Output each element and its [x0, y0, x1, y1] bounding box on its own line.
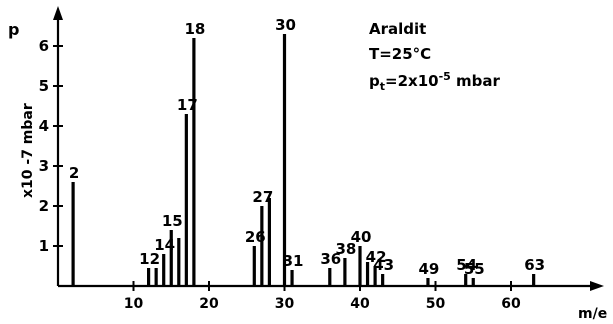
- axes: [53, 6, 604, 291]
- peak-label-2: 2: [69, 164, 79, 182]
- annotation-temperature: T=25°C: [369, 45, 432, 63]
- y-axis-arrow: [53, 6, 63, 20]
- peak-label-55: 55: [464, 260, 485, 278]
- peak-label-43: 43: [373, 256, 394, 274]
- x-tick-label: 10: [124, 296, 144, 312]
- x-tick-label: 30: [275, 296, 295, 312]
- x-tick-label: 50: [426, 296, 446, 312]
- y-unit-label: x10 -7 mbar: [20, 103, 36, 198]
- peak-bars: [71, 34, 536, 286]
- y-tick-label: 4: [39, 117, 49, 135]
- pressure-symbol: p: [369, 72, 380, 90]
- x-axis-label: m/e: [578, 306, 607, 322]
- peak-label-40: 40: [351, 228, 372, 246]
- annotation-sample: Araldit: [369, 20, 427, 38]
- peak-label-12: 12: [139, 250, 160, 268]
- peak-label-63: 63: [524, 256, 545, 274]
- pressure-unit: mbar: [450, 72, 500, 90]
- peak-label-54: 54: [456, 256, 477, 274]
- peak-label-14: 14: [154, 236, 175, 254]
- peak-label-30: 30: [275, 16, 296, 34]
- y-axis-label: p: [8, 20, 19, 39]
- peak-label-42: 42: [366, 248, 387, 266]
- peak-label-26: 26: [245, 228, 266, 246]
- pressure-value: =2x10: [385, 72, 439, 90]
- x-axis-arrow: [590, 281, 604, 291]
- peak-label-49: 49: [419, 260, 440, 278]
- y-tick-label: 2: [39, 197, 49, 215]
- y-ticks: 1 2 3 4 5 6: [39, 37, 63, 255]
- pressure-exponent: -5: [438, 70, 451, 83]
- y-tick-label: 1: [39, 237, 49, 255]
- annotation-pressure: pt=2x10-5 mbar: [369, 71, 500, 92]
- x-tick-label: 40: [350, 296, 370, 312]
- peak-label-27: 27: [252, 188, 273, 206]
- y-tick-label: 6: [39, 37, 49, 55]
- pressure-subscript: t: [379, 80, 386, 93]
- peak-label-36: 36: [320, 250, 341, 268]
- x-tick-label: 60: [501, 296, 521, 312]
- peak-label-38: 38: [335, 240, 356, 258]
- peak-label-31: 31: [283, 252, 304, 270]
- y-tick-label: 3: [39, 157, 49, 175]
- peak-label-15: 15: [162, 212, 183, 230]
- peak-label-18: 18: [184, 20, 205, 38]
- x-tick-label: 20: [199, 296, 219, 312]
- y-tick-label: 5: [39, 77, 49, 95]
- peak-label-17: 17: [177, 96, 198, 114]
